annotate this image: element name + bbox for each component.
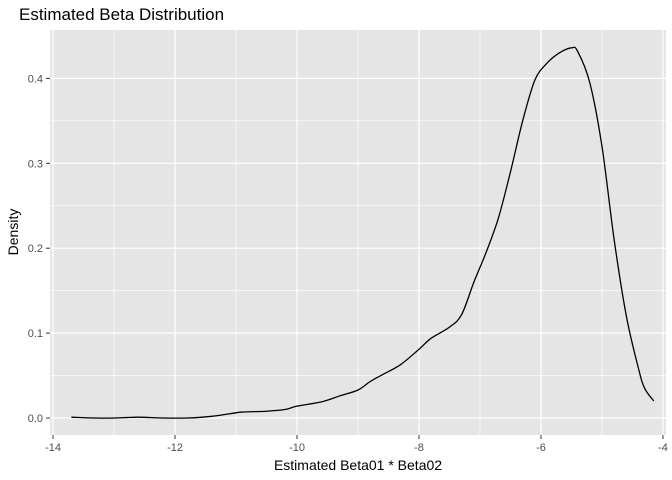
- x-tick-label: -8: [414, 442, 424, 454]
- tick-labels: -14 -12 -10 -8 -6 -4 0.0 0.1 0.2 0.3 0.4: [28, 73, 668, 454]
- y-tick-label: 0.1: [28, 328, 43, 340]
- axis-ticks: [46, 77, 664, 439]
- x-tick-label: -12: [167, 442, 183, 454]
- x-tick-label: -14: [45, 442, 61, 454]
- y-tick-label: 0.4: [28, 73, 43, 85]
- x-axis-label: Estimated Beta01 * Beta02: [274, 457, 442, 473]
- x-tick-label: -6: [536, 442, 546, 454]
- y-tick-label: 0.3: [28, 158, 43, 170]
- x-tick-label: -4: [658, 442, 668, 454]
- y-tick-label: 0.2: [28, 243, 43, 255]
- x-tick-label: -10: [289, 442, 305, 454]
- y-axis-label: Density: [5, 209, 21, 256]
- y-tick-label: 0.0: [28, 413, 43, 425]
- grid-lines: [50, 30, 666, 435]
- chart-title: Estimated Beta Distribution: [19, 5, 224, 24]
- density-curve: [71, 46, 655, 419]
